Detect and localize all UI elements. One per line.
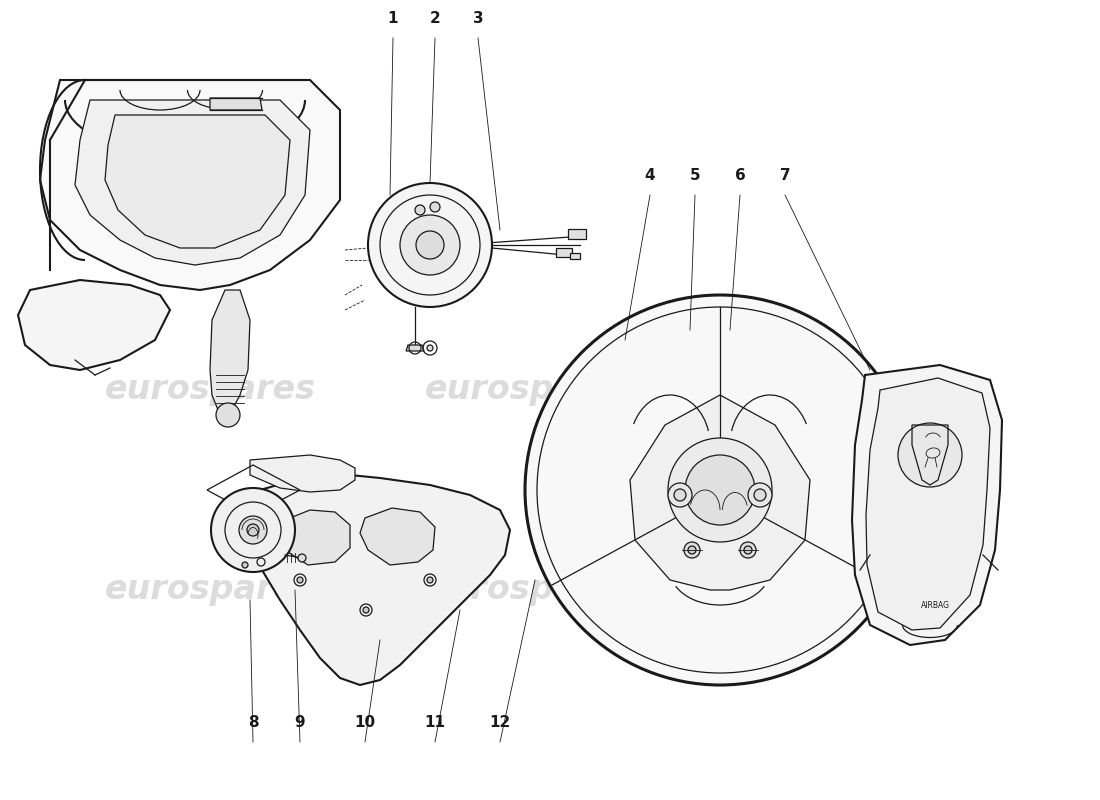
Circle shape (740, 542, 756, 558)
Circle shape (748, 483, 772, 507)
Polygon shape (630, 395, 810, 590)
Polygon shape (210, 98, 262, 110)
Text: 7: 7 (780, 168, 790, 183)
Polygon shape (866, 378, 990, 630)
Circle shape (684, 542, 700, 558)
Circle shape (668, 438, 772, 542)
Bar (568, 229, 586, 239)
Circle shape (297, 577, 302, 583)
Circle shape (211, 488, 295, 572)
Circle shape (754, 489, 766, 501)
Text: 9: 9 (295, 715, 306, 730)
Text: 10: 10 (354, 715, 375, 730)
Circle shape (685, 455, 755, 525)
Text: eurospares: eurospares (104, 574, 316, 606)
Polygon shape (360, 508, 434, 565)
Circle shape (400, 215, 460, 275)
Text: 6: 6 (735, 168, 746, 183)
Circle shape (239, 516, 267, 544)
Polygon shape (75, 100, 310, 265)
Polygon shape (210, 290, 250, 415)
Circle shape (242, 562, 248, 568)
Text: 4: 4 (645, 168, 656, 183)
Circle shape (744, 546, 752, 554)
Circle shape (248, 524, 258, 536)
Circle shape (427, 345, 433, 351)
Polygon shape (280, 510, 350, 565)
Circle shape (430, 202, 440, 212)
Circle shape (674, 489, 686, 501)
Text: 12: 12 (490, 715, 510, 730)
Polygon shape (18, 280, 170, 370)
Polygon shape (852, 365, 1002, 645)
Bar (570, 253, 580, 259)
Circle shape (898, 423, 962, 487)
Text: eurospares: eurospares (104, 374, 316, 406)
Circle shape (688, 546, 696, 554)
Text: 5: 5 (690, 168, 701, 183)
Text: AIRBAG: AIRBAG (921, 601, 949, 610)
Circle shape (416, 231, 444, 259)
Circle shape (298, 554, 306, 562)
Circle shape (525, 295, 915, 685)
Text: eurospares: eurospares (425, 574, 636, 606)
Polygon shape (406, 345, 424, 351)
Polygon shape (250, 455, 355, 492)
Circle shape (427, 577, 433, 583)
Bar (556, 248, 572, 257)
Polygon shape (104, 115, 290, 248)
Circle shape (363, 607, 368, 613)
Circle shape (415, 205, 425, 215)
Text: 2: 2 (430, 11, 440, 26)
Text: 3: 3 (473, 11, 483, 26)
Text: eurospares: eurospares (425, 374, 636, 406)
Circle shape (216, 403, 240, 427)
Circle shape (368, 183, 492, 307)
Polygon shape (252, 475, 510, 685)
Circle shape (668, 483, 692, 507)
Text: 8: 8 (248, 715, 258, 730)
Text: 1: 1 (387, 11, 398, 26)
Text: 11: 11 (425, 715, 446, 730)
Polygon shape (40, 80, 340, 290)
